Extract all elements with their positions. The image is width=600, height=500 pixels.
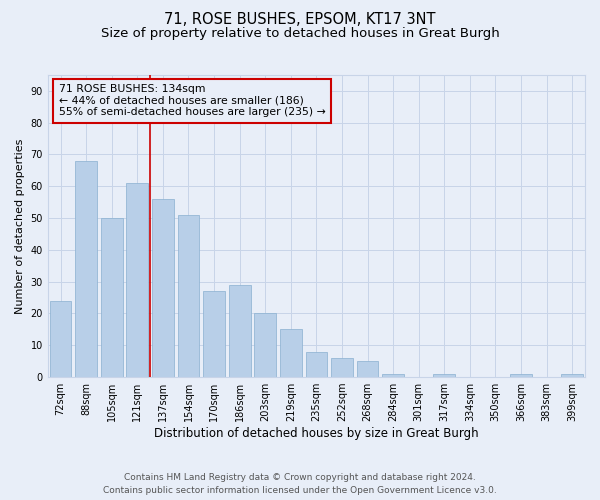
Bar xyxy=(50,301,71,377)
Bar xyxy=(562,374,583,377)
Text: 71 ROSE BUSHES: 134sqm
← 44% of detached houses are smaller (186)
55% of semi-de: 71 ROSE BUSHES: 134sqm ← 44% of detached… xyxy=(59,84,325,117)
Bar xyxy=(305,352,327,377)
Bar xyxy=(280,330,302,377)
Y-axis label: Number of detached properties: Number of detached properties xyxy=(15,138,25,314)
Bar xyxy=(75,161,97,377)
Bar xyxy=(127,183,148,377)
Bar xyxy=(382,374,404,377)
Text: Contains HM Land Registry data © Crown copyright and database right 2024.
Contai: Contains HM Land Registry data © Crown c… xyxy=(103,474,497,495)
Bar xyxy=(178,215,199,377)
X-axis label: Distribution of detached houses by size in Great Burgh: Distribution of detached houses by size … xyxy=(154,427,479,440)
Bar xyxy=(331,358,353,377)
Bar xyxy=(101,218,122,377)
Bar xyxy=(152,199,174,377)
Bar xyxy=(356,361,379,377)
Text: Size of property relative to detached houses in Great Burgh: Size of property relative to detached ho… xyxy=(101,28,499,40)
Text: 71, ROSE BUSHES, EPSOM, KT17 3NT: 71, ROSE BUSHES, EPSOM, KT17 3NT xyxy=(164,12,436,28)
Bar xyxy=(254,314,276,377)
Bar xyxy=(433,374,455,377)
Bar xyxy=(203,291,225,377)
Bar xyxy=(510,374,532,377)
Bar xyxy=(229,285,251,377)
